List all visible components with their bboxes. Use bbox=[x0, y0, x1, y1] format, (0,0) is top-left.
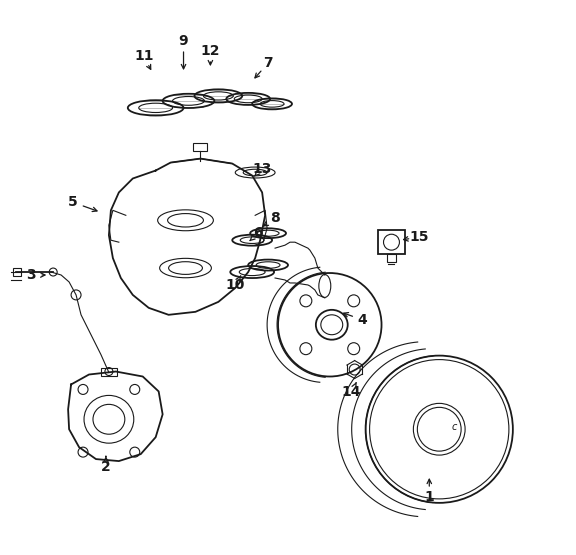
Text: 5: 5 bbox=[68, 195, 78, 209]
Bar bbox=[194, 143, 207, 150]
Bar bbox=[101, 367, 117, 376]
Text: 3: 3 bbox=[26, 268, 36, 282]
Text: 13: 13 bbox=[252, 162, 272, 175]
Text: 8: 8 bbox=[270, 211, 280, 225]
Text: 1: 1 bbox=[425, 490, 434, 504]
Text: 14: 14 bbox=[342, 385, 361, 400]
Text: 12: 12 bbox=[200, 44, 220, 58]
Bar bbox=[377, 230, 406, 254]
Text: 10: 10 bbox=[226, 278, 245, 292]
Bar bbox=[386, 254, 396, 262]
Text: 11: 11 bbox=[134, 49, 153, 63]
Text: 7: 7 bbox=[263, 56, 273, 70]
Text: 4: 4 bbox=[358, 313, 367, 327]
Bar bbox=[13, 268, 21, 276]
Text: 6: 6 bbox=[253, 226, 263, 240]
Text: c: c bbox=[452, 422, 457, 432]
Text: 9: 9 bbox=[179, 34, 188, 48]
Text: 15: 15 bbox=[410, 230, 429, 244]
Text: 2: 2 bbox=[101, 460, 111, 474]
